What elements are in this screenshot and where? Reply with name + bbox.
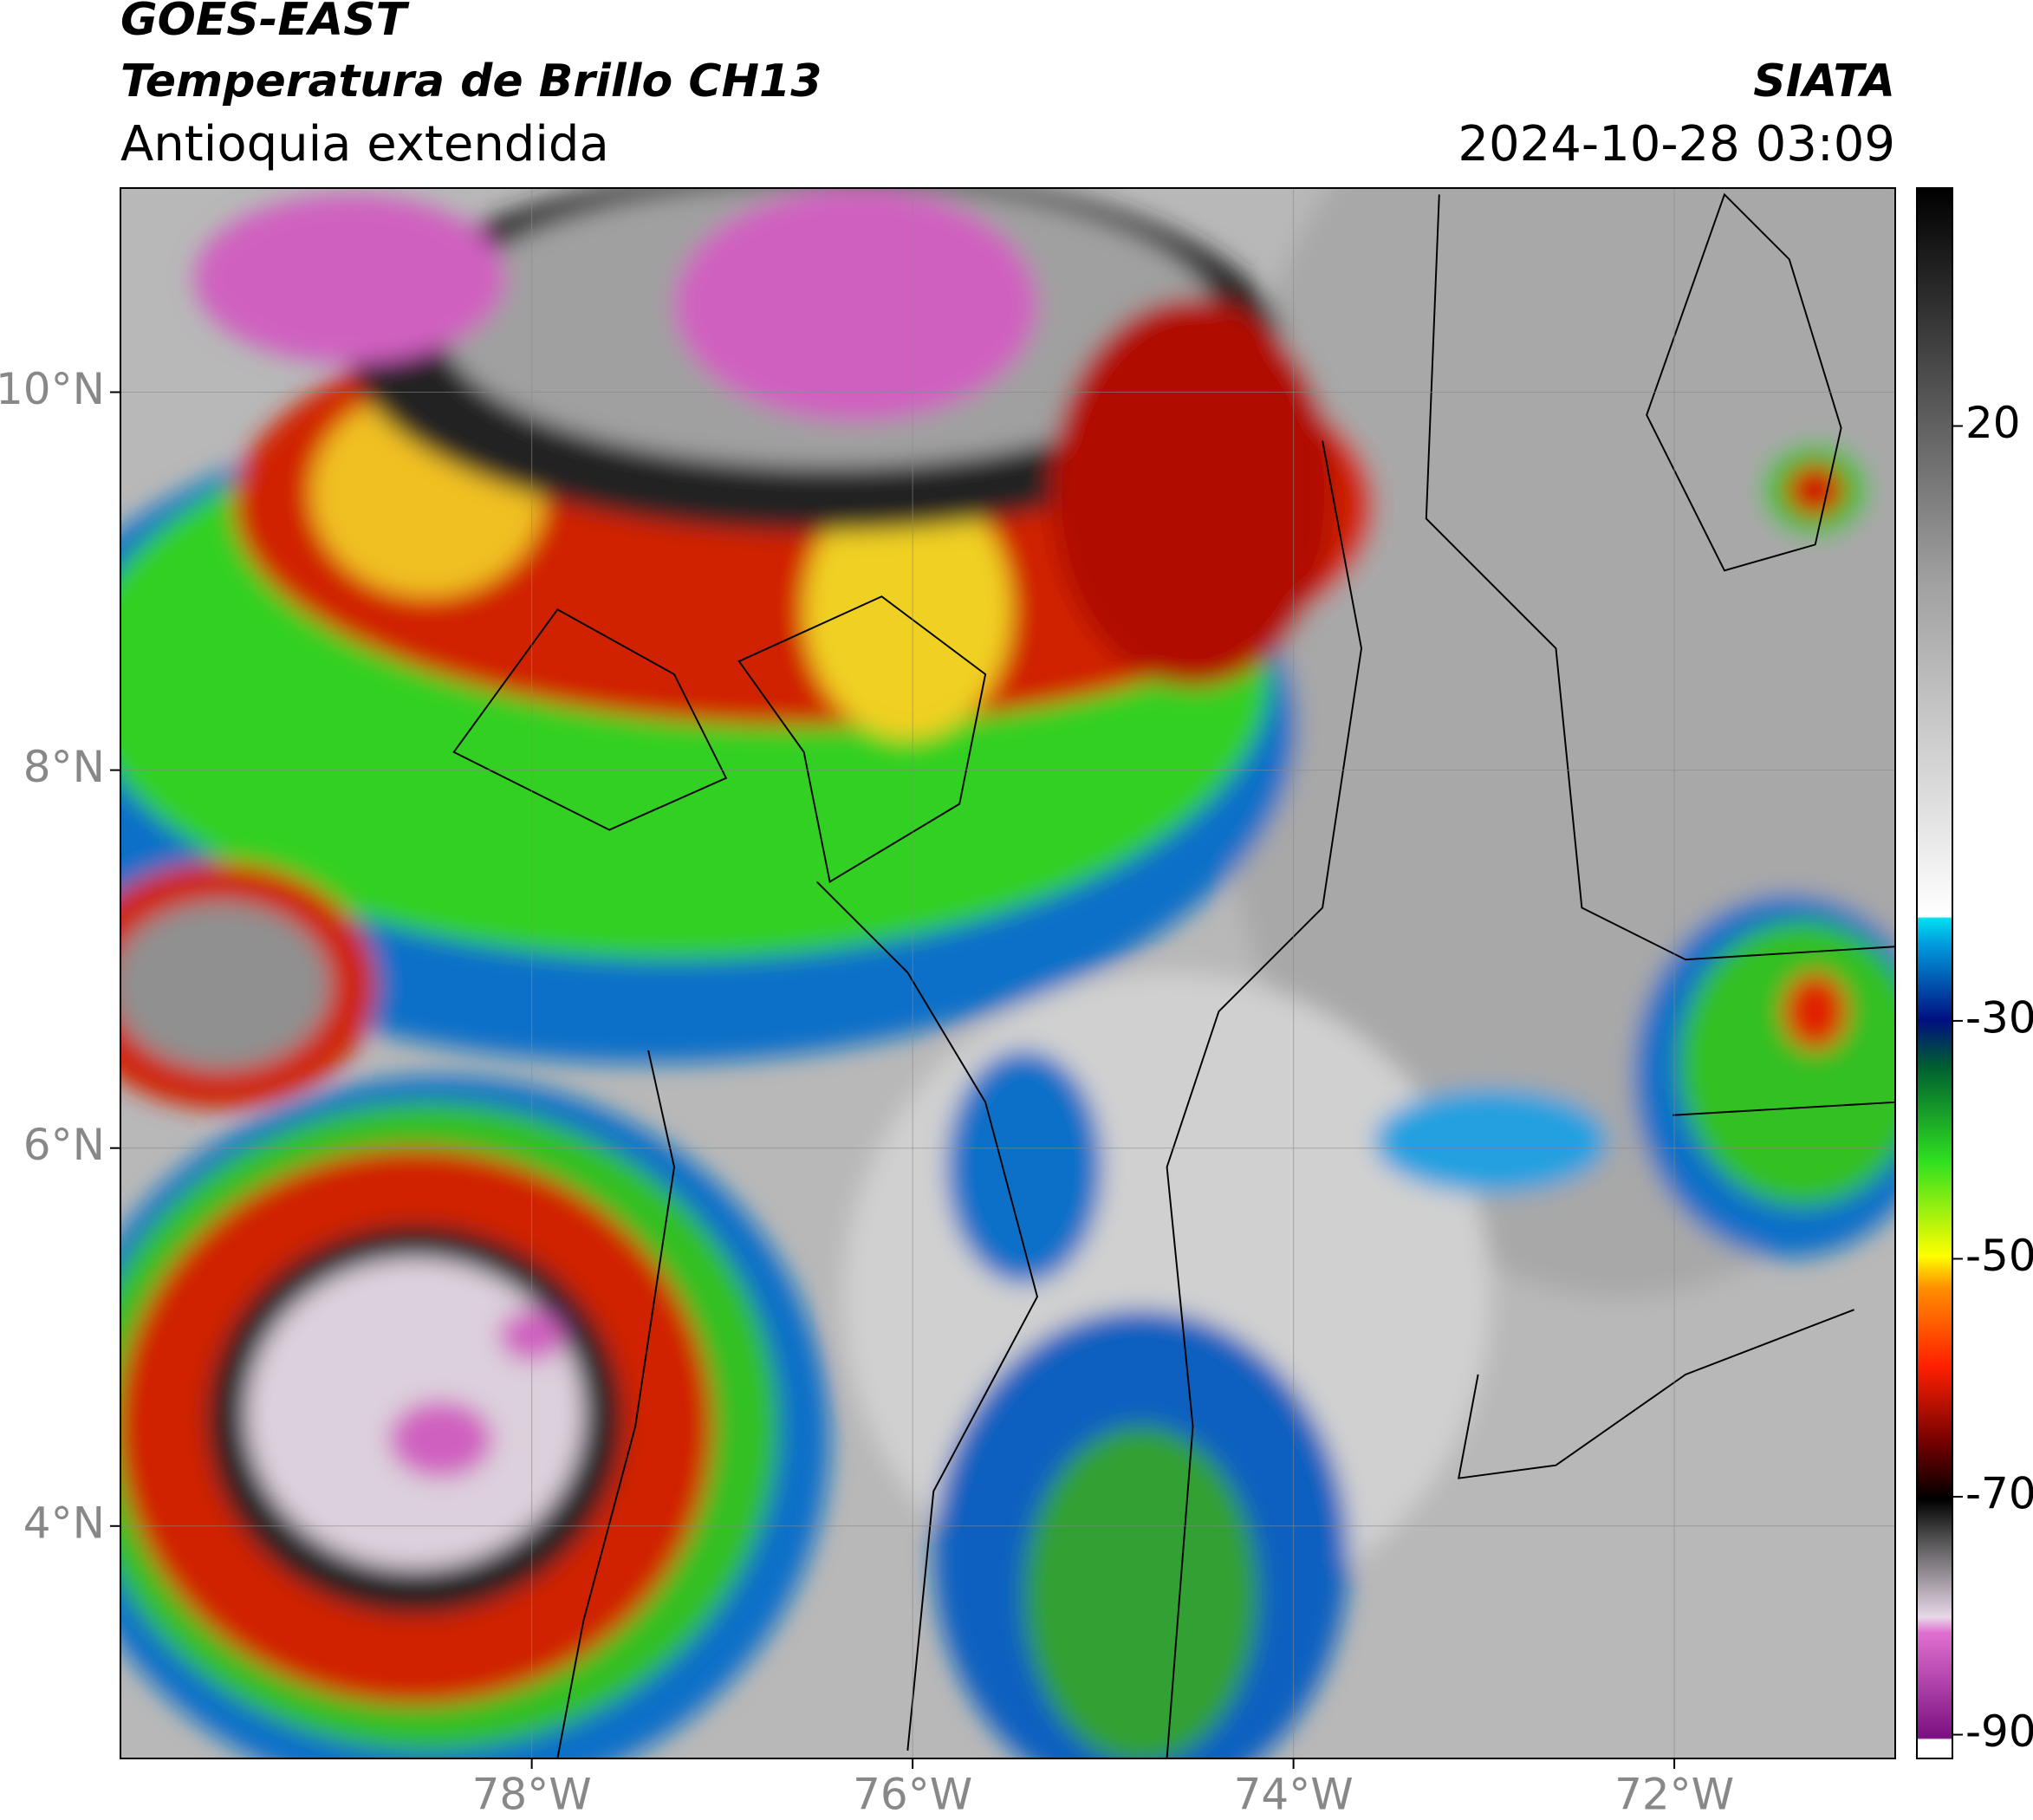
product-title: Temperatura de Brillo CH13 — [120, 55, 822, 107]
x-tick-label: 78°W — [472, 1770, 592, 1820]
x-tick-label: 74°W — [1234, 1770, 1354, 1820]
agency: SIATA — [1753, 55, 1895, 107]
colorbar — [1916, 187, 1953, 1759]
y-tick-label: 4°N — [23, 1498, 105, 1548]
colorbar-tick-label: -90 — [1965, 1706, 2033, 1757]
y-tick-label: 6°N — [23, 1120, 105, 1170]
x-tick-label: 76°W — [853, 1770, 972, 1820]
colorbar-tick-label: -30 — [1965, 992, 2033, 1043]
graticule — [120, 188, 1895, 1758]
colorbar-tick-label: 20 — [1965, 398, 2021, 448]
colorbar-tick-label: -70 — [1965, 1469, 2033, 1519]
satellite-title: GOES-EAST — [120, 0, 410, 46]
colorbar-tick-label: -50 — [1965, 1231, 2033, 1281]
x-tick-label: 72°W — [1614, 1770, 1734, 1820]
y-tick-label: 10°N — [0, 364, 105, 414]
region-title: Antioquia extendida — [120, 116, 609, 172]
datetime: 2024-10-28 03:09 — [1458, 116, 1895, 172]
y-tick-label: 8°N — [23, 742, 105, 792]
map-frame — [120, 187, 1896, 1759]
